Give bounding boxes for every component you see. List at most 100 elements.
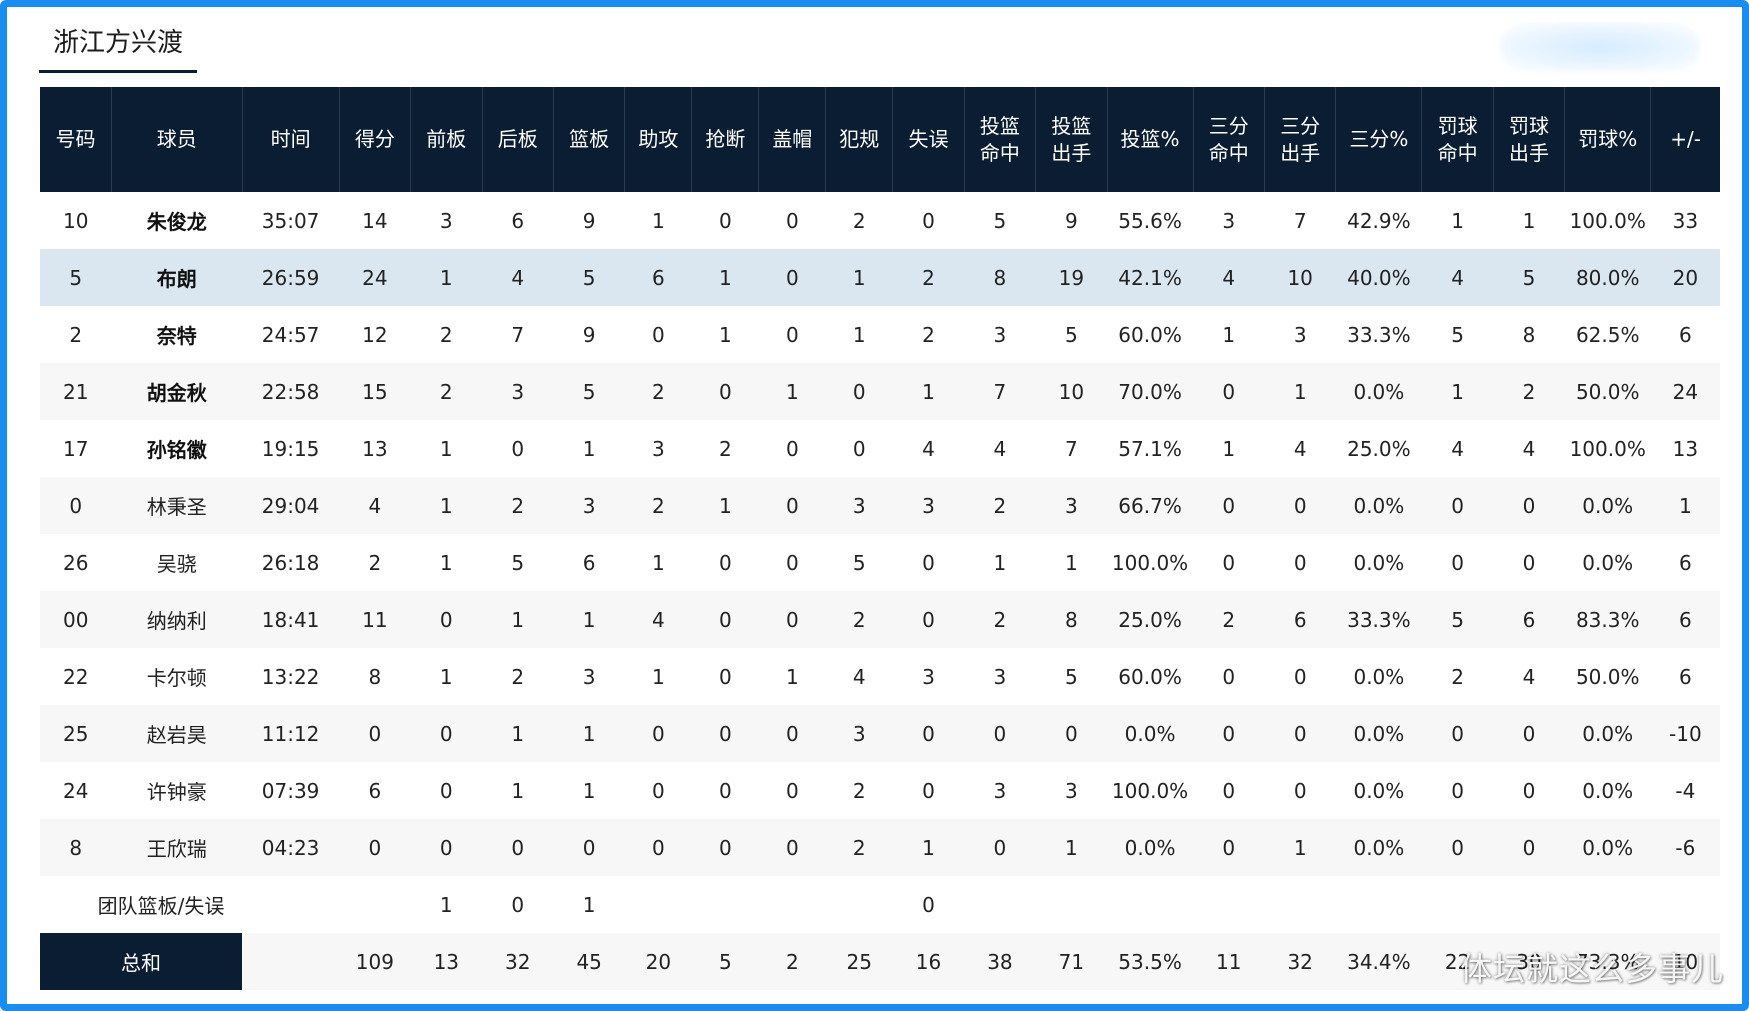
stat-cell: 2 — [1193, 591, 1265, 648]
player-row[interactable]: 26 吴骁 26:18 2 1 5 6 1 0 0 5 0 1 1 100.0% 0 0 0.0% 0 0 0.0% 6 — [40, 534, 1720, 591]
player-name[interactable]: 纳纳利 — [111, 591, 243, 648]
total-stat-cell: 32 — [482, 933, 554, 990]
stat-cell: 2 — [825, 591, 893, 648]
player-name[interactable]: 王欣瑞 — [111, 819, 243, 876]
team-row-empty — [624, 876, 692, 933]
column-header: 篮板 — [553, 87, 626, 192]
player-number: 0 — [40, 477, 112, 534]
stat-cell: 62.5% — [1564, 306, 1651, 363]
player-name[interactable]: 朱俊龙 — [111, 192, 243, 249]
stat-cell: 0.0% — [1107, 705, 1194, 762]
stat-cell: 7 — [1035, 420, 1108, 477]
team-tab[interactable]: 浙江方兴渡 — [39, 15, 198, 73]
player-row[interactable]: 24 许钟豪 07:39 6 0 1 1 0 0 0 2 0 3 3 100.0% 0 0 0.0% 0 0 0.0% -… — [40, 762, 1720, 819]
stat-cell: 2 — [825, 192, 893, 249]
total-stat-cell: 20 — [624, 933, 692, 990]
stat-cell: 5 — [1035, 648, 1108, 705]
player-name[interactable]: 胡金秋 — [111, 363, 243, 420]
stat-cell: 9 — [553, 306, 625, 363]
stat-cell: 1 — [1650, 477, 1720, 534]
stat-cell: 0 — [691, 762, 759, 819]
stat-cell: 25.0% — [1335, 420, 1422, 477]
stat-cell: 6 — [1650, 648, 1720, 705]
stat-cell: 0 — [1035, 705, 1108, 762]
player-name[interactable]: 许钟豪 — [111, 762, 243, 819]
player-row[interactable]: 21 胡金秋 22:58 15 2 3 5 2 0 1 0 1 7 10 70.0% 0 1 0.0% 1 2 50.0… — [40, 363, 1720, 420]
stat-cell: 1 — [1035, 534, 1108, 591]
player-number: 10 — [40, 192, 112, 249]
stat-cell: 4 — [825, 648, 893, 705]
column-header: 前板 — [410, 87, 483, 192]
stat-cell: 35:07 — [242, 192, 340, 249]
player-row[interactable]: 00 纳纳利 18:41 11 0 1 1 4 0 0 2 0 2 8 25.0% 2 6 33.3% 5 6 83.3… — [40, 591, 1720, 648]
player-row[interactable]: 25 赵岩昊 11:12 0 0 1 1 0 0 0 3 0 0 0 0.0% 0 0 0.0% 0 0 0.0% -10 — [40, 705, 1720, 762]
stat-cell: 4 — [892, 420, 965, 477]
stat-cell: 80.0% — [1564, 249, 1651, 306]
stat-cell: 0 — [758, 192, 826, 249]
stat-cell: 1 — [691, 249, 759, 306]
stat-cell: 0 — [1193, 705, 1265, 762]
stat-cell: 7 — [482, 306, 554, 363]
stat-cell: 0 — [1421, 762, 1494, 819]
stat-cell: 3 — [892, 648, 965, 705]
stat-cell: 0 — [482, 819, 554, 876]
stat-cell: 22:58 — [242, 363, 340, 420]
stat-cell: 15 — [339, 363, 411, 420]
watermark: 体坛就这么多事儿 — [1459, 950, 1724, 988]
stat-cell: 3 — [624, 420, 692, 477]
player-row[interactable]: 10 朱俊龙 35:07 14 3 6 9 1 0 0 2 0 5 9 55.6% 3 7 42.9% 1 1 100.… — [40, 192, 1720, 249]
player-name[interactable]: 赵岩昊 — [111, 705, 243, 762]
blurred-control — [1500, 23, 1700, 71]
stat-cell: 57.1% — [1107, 420, 1194, 477]
player-name[interactable]: 奈特 — [111, 306, 243, 363]
total-stat-cell: 16 — [892, 933, 965, 990]
stat-cell: 1 — [1035, 819, 1108, 876]
stat-cell: 2 — [1493, 363, 1565, 420]
stat-cell: 1 — [892, 363, 965, 420]
stat-cell: 60.0% — [1107, 648, 1194, 705]
stat-cell: 0 — [1493, 534, 1565, 591]
player-number: 26 — [40, 534, 112, 591]
player-row[interactable]: 17 孙铭徽 19:15 13 1 0 1 3 2 0 0 4 4 7 57.1% 1 4 25.0% 4 4 100.… — [40, 420, 1720, 477]
stat-cell: 0.0% — [1335, 363, 1422, 420]
player-row[interactable]: 2 奈特 24:57 12 2 7 9 0 1 0 1 2 3 5 60.0% 1 3 33.3% 5 8 62.5% 6 — [40, 306, 1720, 363]
stat-cell: 0.0% — [1564, 477, 1651, 534]
column-header: 助攻 — [624, 87, 693, 192]
stat-cell: 0.0% — [1564, 705, 1651, 762]
stat-cell: 1 — [553, 762, 625, 819]
stat-cell: 0 — [758, 306, 826, 363]
stat-cell: 0 — [410, 819, 483, 876]
total-stat-cell: 10 — [1650, 933, 1720, 990]
stat-cell: 6 — [339, 762, 411, 819]
player-row[interactable]: 0 林秉圣 29:04 4 1 2 3 2 1 0 3 3 2 3 66.7% 0 0 0.0% 0 0 0.0% 1 — [40, 477, 1720, 534]
stat-cell: 20 — [1650, 249, 1720, 306]
stat-cell: 0 — [339, 705, 411, 762]
stat-cell: 1 — [410, 648, 483, 705]
player-row[interactable]: 5 布朗 26:59 24 1 4 5 6 1 0 1 2 8 19 42.1% 4 10 40.0% 4 5 80.0… — [40, 249, 1720, 306]
player-name[interactable]: 吴骁 — [111, 534, 243, 591]
player-row[interactable]: 22 卡尔顿 13:22 8 1 2 3 1 0 1 4 3 3 5 60.0% 0 0 0.0% 2 4 50.0% 6 — [40, 648, 1720, 705]
stat-cell: 1 — [482, 591, 554, 648]
player-number: 2 — [40, 306, 112, 363]
stat-cell: 24:57 — [242, 306, 340, 363]
player-row[interactable]: 8 王欣瑞 04:23 0 0 0 0 0 0 0 2 1 0 1 0.0% 0 1 0.0% 0 0 0.0% -6 — [40, 819, 1720, 876]
stat-cell: 0 — [482, 420, 554, 477]
stat-cell: 6 — [1650, 534, 1720, 591]
stat-cell: 0 — [1264, 705, 1336, 762]
stat-cell: 0 — [758, 534, 826, 591]
stat-cell: 4 — [1264, 420, 1336, 477]
stat-cell: 1 — [624, 648, 692, 705]
player-name[interactable]: 林秉圣 — [111, 477, 243, 534]
player-name[interactable]: 卡尔顿 — [111, 648, 243, 705]
stat-cell: 1 — [964, 534, 1036, 591]
column-header: 球员 — [111, 87, 243, 192]
stat-cell: 0.0% — [1564, 762, 1651, 819]
player-name[interactable]: 孙铭徽 — [111, 420, 243, 477]
column-header: 时间 — [242, 87, 340, 192]
stat-cell: 0 — [1193, 648, 1265, 705]
total-label: 总和 — [40, 933, 243, 990]
stat-cell: 0.0% — [1335, 648, 1422, 705]
stat-cell: 5 — [553, 249, 625, 306]
stat-cell: 6 — [553, 534, 625, 591]
player-name[interactable]: 布朗 — [111, 249, 243, 306]
